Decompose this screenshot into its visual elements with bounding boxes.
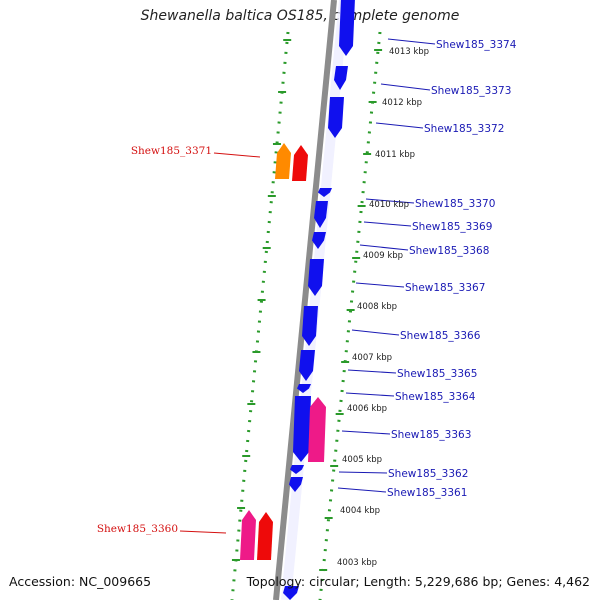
- leader-line: [179, 530, 227, 534]
- leader-line: [345, 392, 395, 397]
- leader-line: [337, 487, 387, 493]
- gene-label-forward: Shew185_3368: [409, 245, 489, 257]
- forward-gene: [290, 465, 304, 474]
- forward-gene: [283, 586, 299, 600]
- genome-backbone: [273, 0, 337, 600]
- leader-line: [351, 329, 400, 336]
- reverse-gene-red: [257, 512, 273, 560]
- scale-label: 4009 kbp: [363, 251, 403, 261]
- scale-label: 4012 kbp: [382, 98, 422, 108]
- gene-label-forward: Shew185_3364: [395, 391, 476, 403]
- scale-label: 4011 kbp: [375, 150, 415, 160]
- reverse-gene-red: [292, 145, 308, 181]
- leader-line: [365, 198, 415, 204]
- leader-line: [363, 221, 412, 227]
- leader-line: [380, 83, 431, 91]
- forward-gene: [318, 188, 332, 197]
- reverse-gene-orange: [275, 143, 291, 179]
- left-scale-dots: [230, 31, 290, 600]
- leader-line: [338, 471, 388, 474]
- scale-label: 4003 kbp: [337, 558, 377, 568]
- gene-label-forward: Shew185_3365: [397, 368, 477, 380]
- forward-gene: [299, 350, 315, 381]
- scale-label: 4008 kbp: [357, 302, 397, 312]
- gene-label-forward: Shew185_3363: [391, 429, 471, 441]
- reverse-gene-pink: [308, 397, 326, 462]
- gene-label-forward: Shew185_3374: [436, 39, 517, 51]
- forward-gene: [289, 477, 303, 492]
- leader-line: [213, 152, 261, 158]
- gene-label-forward: Shew185_3370: [415, 198, 495, 210]
- leader-line: [375, 122, 424, 129]
- scale-label: 4005 kbp: [342, 455, 382, 465]
- gene-label-forward: Shew185_3372: [424, 123, 504, 135]
- forward-gene: [308, 259, 324, 296]
- leader-line: [387, 38, 436, 45]
- accession-text: Accession: NC_009665: [9, 574, 152, 589]
- gene-label-forward: Shew185_3361: [387, 487, 467, 499]
- scale-label: 4007 kbp: [352, 353, 392, 363]
- gene-label-forward: Shew185_3373: [431, 85, 511, 97]
- gene-label-forward: Shew185_3369: [412, 221, 492, 233]
- gene-label-forward: Shew185_3362: [388, 468, 468, 480]
- forward-gene: [328, 97, 344, 138]
- reverse-gene-pink: [240, 510, 256, 560]
- backbone-light: [281, 0, 349, 600]
- gene-label-forward: Shew185_3366: [400, 330, 481, 342]
- map-title: Shewanella baltica OS185, complete genom…: [140, 8, 460, 24]
- leader-line: [341, 430, 391, 435]
- forward-gene: [334, 66, 348, 90]
- gene-label-reverse: Shew185_3371: [131, 145, 212, 157]
- forward-gene: [302, 306, 318, 346]
- leader-line: [355, 282, 405, 288]
- forward-gene: [314, 201, 328, 228]
- gene-label-forward: Shew185_3367: [405, 282, 485, 294]
- scale-label: 4013 kbp: [389, 47, 429, 57]
- forward-gene: [339, 0, 355, 56]
- leader-line: [359, 244, 409, 251]
- forward-gene: [297, 384, 311, 393]
- leader-line: [347, 369, 397, 374]
- scale-label: 4010 kbp: [369, 200, 409, 210]
- genome-summary: Topology: circular; Length: 5,229,686 bp…: [246, 574, 590, 589]
- scale-label: 4004 kbp: [340, 506, 380, 516]
- scale-label: 4006 kbp: [347, 404, 387, 414]
- forward-gene: [293, 396, 311, 462]
- gene-label-reverse: Shew185_3360: [97, 523, 178, 535]
- forward-gene: [312, 232, 326, 249]
